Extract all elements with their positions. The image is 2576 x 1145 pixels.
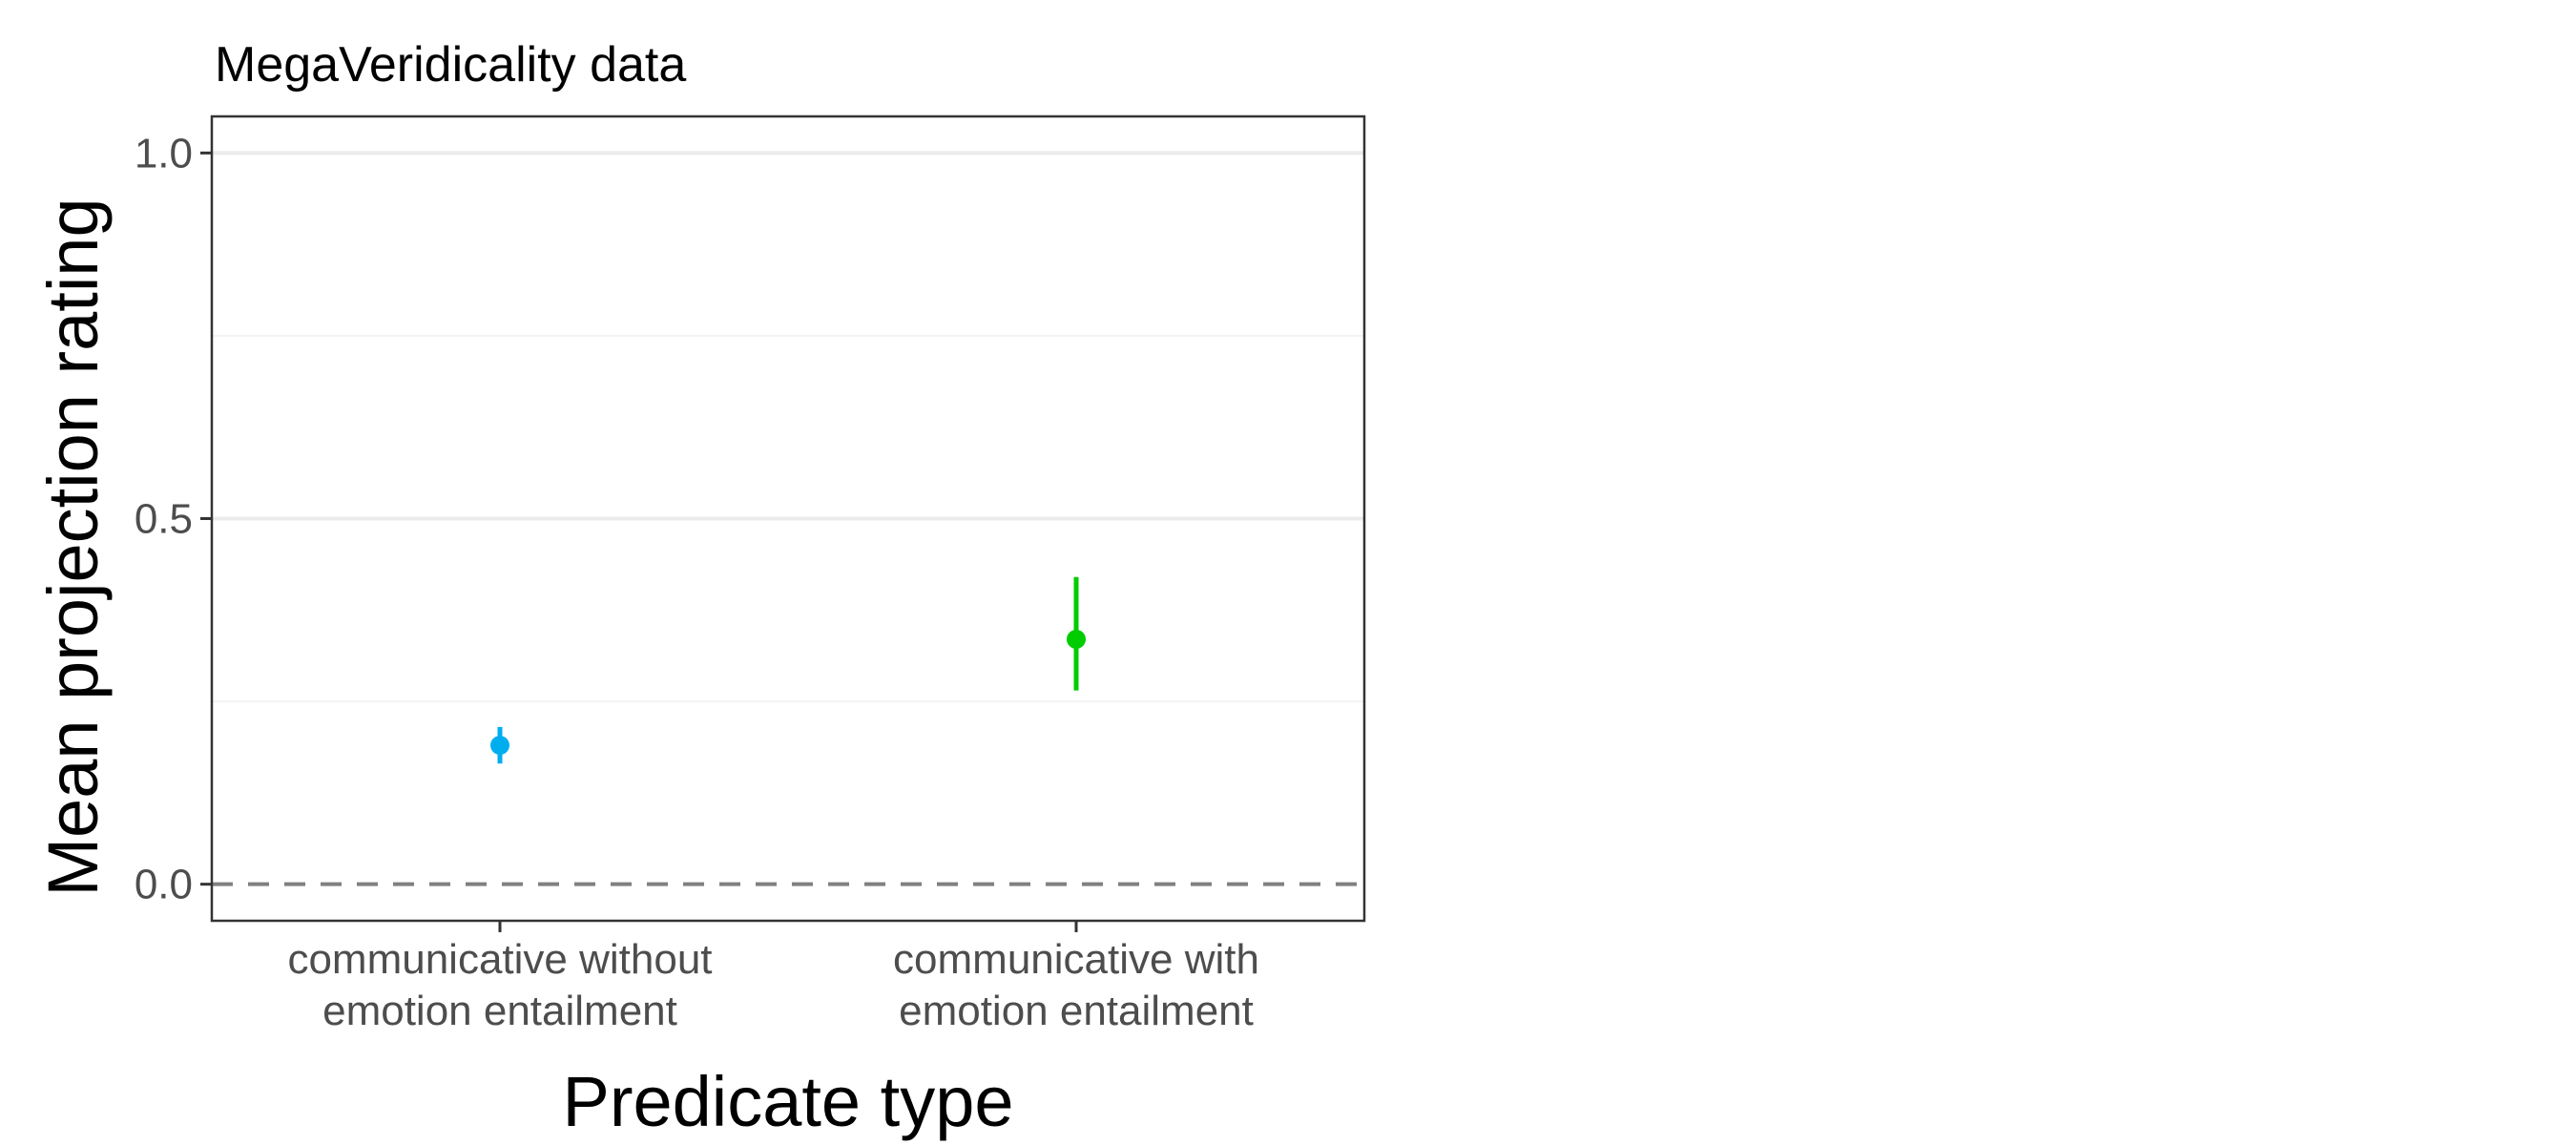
mean-point	[1067, 629, 1086, 649]
y-tick-label: 0.0	[135, 862, 193, 908]
x-tick-label: emotion entailment	[899, 988, 1254, 1034]
grid	[212, 151, 1364, 703]
mean-point	[490, 736, 509, 756]
y-axis-title: Mean projection rating	[33, 198, 113, 896]
x-tick-label: communicative with	[893, 936, 1259, 983]
y-tick-label: 0.5	[135, 496, 193, 543]
data-points	[490, 576, 1086, 764]
x-tick-label: emotion entailment	[322, 988, 677, 1034]
chart-title: MegaVeridicality data	[215, 37, 686, 93]
y-axis: 0.0 0.5 1.0	[135, 130, 212, 908]
x-axis-title: Predicate type	[562, 1062, 1013, 1141]
x-tick-label: communicative without	[287, 936, 712, 983]
y-tick-label: 1.0	[135, 130, 193, 177]
x-axis: communicative without emotion entailment c…	[287, 921, 1259, 1034]
